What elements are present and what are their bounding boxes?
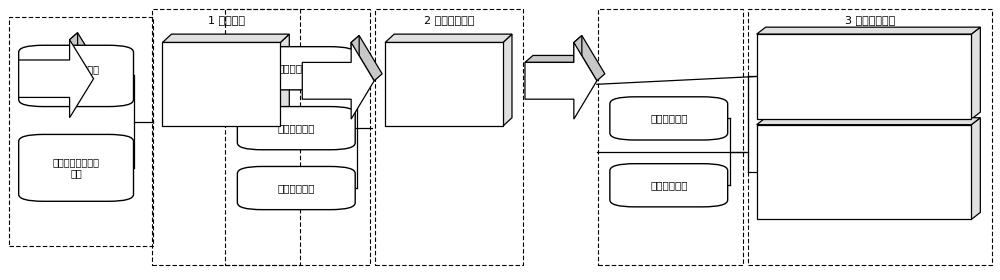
Text: 主伞组件：拉直（L）、收
口充气（C）、收口充满
（S）、解除收口充气
（J）、主伞全充满（M）: 主伞组件：拉直（L）、收 口充气（C）、收口充满 （S）、解除收口充气 （J）、… xyxy=(829,150,899,194)
Polygon shape xyxy=(971,27,980,119)
Text: 减速着陆系统遥测
参数: 减速着陆系统遥测 参数 xyxy=(53,157,100,179)
Text: 伞系性能特征: 伞系性能特征 xyxy=(650,180,688,190)
Text: 返回舱再入返回参
数: 返回舱再入返回参 数 xyxy=(53,64,100,85)
Polygon shape xyxy=(525,43,597,119)
Polygon shape xyxy=(302,55,359,62)
Polygon shape xyxy=(70,33,78,60)
Text: 2 降落伞系组成: 2 降落伞系组成 xyxy=(424,15,474,25)
FancyBboxPatch shape xyxy=(610,97,728,140)
FancyBboxPatch shape xyxy=(19,134,134,201)
FancyBboxPatch shape xyxy=(237,167,355,210)
Polygon shape xyxy=(971,118,980,220)
Text: 系统布局组成: 系统布局组成 xyxy=(278,183,315,193)
Text: 正常返回模式
(M): 正常返回模式 (M) xyxy=(202,73,241,95)
Polygon shape xyxy=(302,43,374,119)
Text: 系统工作时序: 系统工作时序 xyxy=(650,113,688,123)
Polygon shape xyxy=(351,36,359,62)
Polygon shape xyxy=(385,34,512,43)
Polygon shape xyxy=(385,43,503,126)
Text: 系统功能要求: 系统功能要求 xyxy=(278,63,315,73)
Polygon shape xyxy=(19,53,78,60)
Polygon shape xyxy=(757,27,980,34)
FancyBboxPatch shape xyxy=(19,45,134,107)
Text: 减速效能指标: 减速效能指标 xyxy=(278,123,315,133)
Polygon shape xyxy=(503,34,512,126)
Polygon shape xyxy=(280,34,289,126)
Polygon shape xyxy=(574,36,605,81)
FancyBboxPatch shape xyxy=(237,107,355,150)
Text: 减速伞组件：拉直（L）、
收口（S）、解除收口充满
（J）: 减速伞组件：拉直（L）、 收口（S）、解除收口充满 （J） xyxy=(829,60,899,93)
Polygon shape xyxy=(757,125,971,220)
Polygon shape xyxy=(351,36,382,81)
Polygon shape xyxy=(162,43,280,126)
Polygon shape xyxy=(70,33,102,79)
Polygon shape xyxy=(757,34,971,119)
Text: 1 工作模式: 1 工作模式 xyxy=(208,15,245,25)
Text: 减速伞组件（J）
主伞组件（Z）: 减速伞组件（J） 主伞组件（Z） xyxy=(421,73,467,95)
Polygon shape xyxy=(574,36,582,62)
Polygon shape xyxy=(757,118,980,125)
Polygon shape xyxy=(525,55,582,62)
FancyBboxPatch shape xyxy=(610,164,728,207)
Polygon shape xyxy=(19,40,94,118)
Text: 3 伞系工作阶段: 3 伞系工作阶段 xyxy=(845,15,895,25)
FancyBboxPatch shape xyxy=(237,47,355,90)
Text: 主伞组件：拉直（L）、收: 主伞组件：拉直（L）、收 xyxy=(829,117,899,127)
Polygon shape xyxy=(162,34,289,43)
